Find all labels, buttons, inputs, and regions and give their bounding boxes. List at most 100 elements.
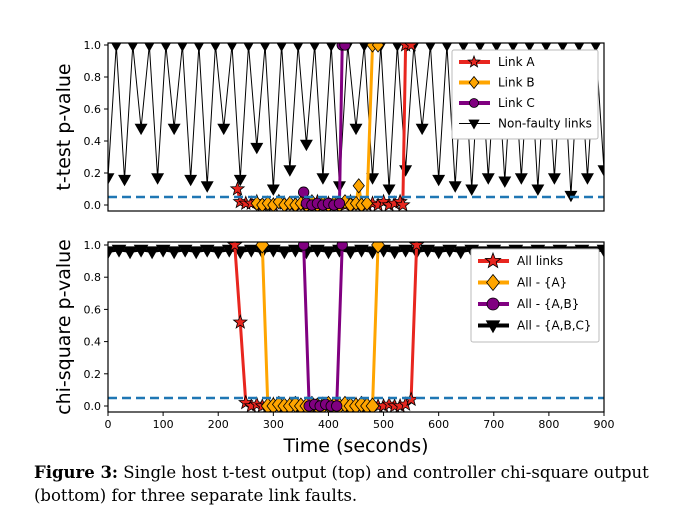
y-tick-label: 1.0	[84, 39, 102, 52]
data-point	[448, 181, 462, 193]
data-point	[288, 244, 303, 258]
data-point	[151, 173, 165, 185]
legend-label: Link B	[498, 76, 535, 90]
bottom-panel: 0.0 0.2 0.4 0.6 0.8 1.0 0 100 200 300 400 500 600 70…	[53, 239, 615, 457]
y-tick-label: 0.8	[84, 271, 102, 284]
data-point	[283, 165, 297, 177]
data-point	[167, 123, 181, 136]
data-point	[155, 244, 171, 258]
legend-marker	[467, 54, 481, 68]
data-point	[297, 242, 310, 251]
x-axis-label: Time (seconds)	[282, 435, 428, 457]
data-point	[321, 246, 336, 260]
data-point	[547, 173, 561, 185]
data-point	[398, 244, 413, 258]
bottom-plot-frame	[107, 241, 605, 413]
data-point	[415, 123, 429, 136]
data-point	[243, 43, 254, 52]
y-tick-label: 0.4	[84, 135, 102, 148]
series-all-links	[227, 242, 425, 412]
data-point	[177, 43, 188, 52]
legend-label: Non-faulty links	[498, 117, 592, 131]
legend-entry: Non-faulty links	[459, 117, 592, 131]
data-point	[343, 246, 358, 260]
data-point	[108, 173, 115, 185]
data-point	[210, 43, 221, 52]
legend-entry: All - {A,B}	[478, 297, 579, 311]
data-point	[465, 184, 479, 196]
data-point	[365, 397, 380, 412]
data-point	[331, 400, 343, 412]
data-point	[596, 244, 604, 258]
data-point	[453, 246, 469, 260]
data-point	[458, 43, 469, 52]
x-tick-label: 100	[153, 418, 174, 431]
data-point	[597, 165, 604, 177]
data-point	[491, 43, 502, 52]
data-point	[111, 244, 127, 258]
x-tick-label: 800	[538, 418, 559, 431]
data-point	[441, 43, 452, 52]
legend-entry: All links	[478, 251, 563, 269]
data-point	[276, 43, 287, 52]
data-point	[250, 142, 264, 155]
y-tick-label: 0.0	[84, 199, 102, 212]
data-point	[229, 180, 246, 196]
data-point	[420, 244, 435, 258]
data-point	[339, 43, 351, 51]
data-point	[508, 43, 519, 52]
legend-entry: All - {A}	[478, 273, 567, 292]
x-tick-label: 900	[594, 418, 615, 431]
data-point	[299, 139, 313, 152]
data-point	[118, 174, 131, 187]
data-point	[442, 244, 458, 258]
data-point	[266, 184, 280, 196]
caption-text: Single host t-test output (top) and cont…	[34, 463, 649, 505]
data-point	[310, 244, 325, 258]
bottom-x-axis: 0 100 200 300 400 500 600 700 800 900	[105, 412, 615, 431]
legend-label: All - {A}	[517, 276, 567, 290]
legend-entry: Link B	[459, 76, 535, 90]
data-point	[233, 174, 247, 187]
top-y-axis: 0.0 0.2 0.4 0.6 0.8 1.0	[84, 39, 108, 212]
bottom-y-axis-label: chi-square p-value	[53, 239, 75, 415]
x-tick-label: 700	[483, 418, 504, 431]
x-tick-label: 0	[105, 418, 112, 431]
y-tick-label: 0.8	[84, 71, 102, 84]
data-point	[144, 43, 155, 52]
series-line	[302, 244, 344, 408]
data-point	[360, 195, 374, 211]
data-point	[177, 244, 193, 258]
data-point	[193, 43, 204, 52]
data-point	[227, 242, 243, 252]
data-point	[514, 173, 528, 185]
data-point	[184, 174, 198, 187]
legend-entry: Link A	[459, 54, 535, 69]
data-point	[408, 242, 425, 252]
data-point	[574, 43, 585, 52]
x-tick-label: 400	[318, 418, 339, 431]
data-point	[199, 244, 215, 258]
data-point	[395, 196, 411, 211]
data-point	[297, 186, 310, 198]
data-point	[498, 176, 512, 188]
data-point	[382, 184, 396, 196]
bottom-y-axis: 0.0 0.2 0.4 0.6 0.8 1.0	[84, 239, 108, 413]
legend-entry: Link C	[459, 96, 535, 110]
data-point	[581, 173, 594, 185]
caption-label: Figure 3:	[34, 463, 119, 482]
y-tick-label: 0.0	[84, 400, 102, 413]
data-point	[366, 173, 379, 185]
data-point	[557, 43, 568, 52]
data-point	[277, 246, 292, 260]
series-all-a-	[255, 242, 385, 412]
legend-entry: All - {A,B,C}	[478, 319, 592, 334]
data-point	[333, 197, 346, 210]
data-point	[352, 178, 365, 194]
legend-marker	[485, 320, 501, 334]
data-point	[188, 246, 204, 260]
legend-marker	[468, 75, 480, 90]
data-point	[144, 246, 160, 260]
x-tick-label: 200	[208, 418, 229, 431]
data-point	[243, 244, 259, 258]
